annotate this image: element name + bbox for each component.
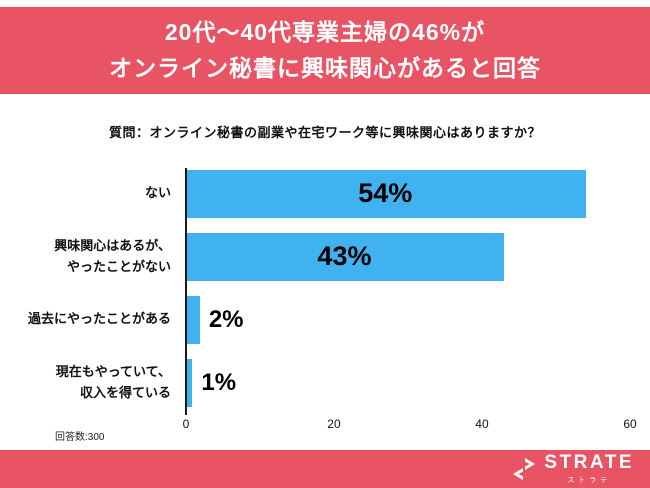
x-tick-label: 40 (475, 417, 489, 431)
bar: 54% (185, 169, 586, 218)
x-axis: 0 20 40 60 (182, 417, 637, 433)
bar-track: 43% (185, 232, 630, 281)
respondent-count: 回答数:300 (55, 432, 105, 443)
category-label: ない (144, 185, 171, 201)
category-label: 過去にやったことがある (27, 311, 171, 327)
brand-text-block: STRATE ストラテ (544, 453, 634, 485)
x-tick-label: 60 (623, 417, 637, 431)
x-tick-label: 0 (182, 417, 190, 431)
bar (185, 295, 200, 344)
category-label: 興味関心はあるが、 やったことがない (54, 238, 171, 274)
header-banner: 20代〜40代専業主婦の46%が オンライン秘書に興味関心があると回答 (0, 7, 650, 94)
bar (185, 358, 193, 407)
bar-track: 54% (185, 169, 630, 218)
x-tick-label: 20 (327, 417, 341, 431)
chart-rows: ない 54% 興味関心はあるが、 やったことがない 43% 過去にやったことがある 2% 現… (0, 162, 630, 414)
brand-subtitle: ストラテ (567, 477, 612, 484)
bar-track: 1% (185, 358, 630, 407)
strate-logo-icon (513, 458, 536, 480)
bar-value-label: 1% (201, 368, 237, 396)
bar-value-label: 54% (358, 178, 413, 208)
header-title-line2: オンライン秘書に興味関心があると回答 (109, 55, 541, 81)
bar-value-label: 43% (317, 241, 372, 271)
header-title-line1: 20代〜40代専業主婦の46%が (164, 19, 486, 46)
question-text: 質問：オンライン秘書の副業や在宅ワーク等に興味関心はありますか？ (108, 125, 541, 140)
category-label: 現在もやっていて、 収入を得ている (55, 364, 171, 400)
chart-row: 興味関心はあるが、 やったことがない 43% (0, 225, 630, 288)
bar-track: 2% (185, 295, 630, 344)
bar-value-label: 2% (208, 305, 244, 333)
footer-bar: STRATE ストラテ (0, 450, 650, 488)
bar-chart: ない 54% 興味関心はあるが、 やったことがない 43% 過去にやったことがある 2% 現… (0, 162, 630, 414)
chart-row: ない 54% (0, 162, 630, 225)
chart-row: 過去にやったことがある 2% (0, 288, 630, 351)
brand-name: STRATE (544, 452, 634, 473)
y-axis-line (185, 168, 187, 415)
bar: 43% (185, 232, 504, 281)
chart-row: 現在もやっていて、 収入を得ている 1% (0, 351, 630, 414)
strate-logo: STRATE ストラテ (511, 453, 634, 485)
